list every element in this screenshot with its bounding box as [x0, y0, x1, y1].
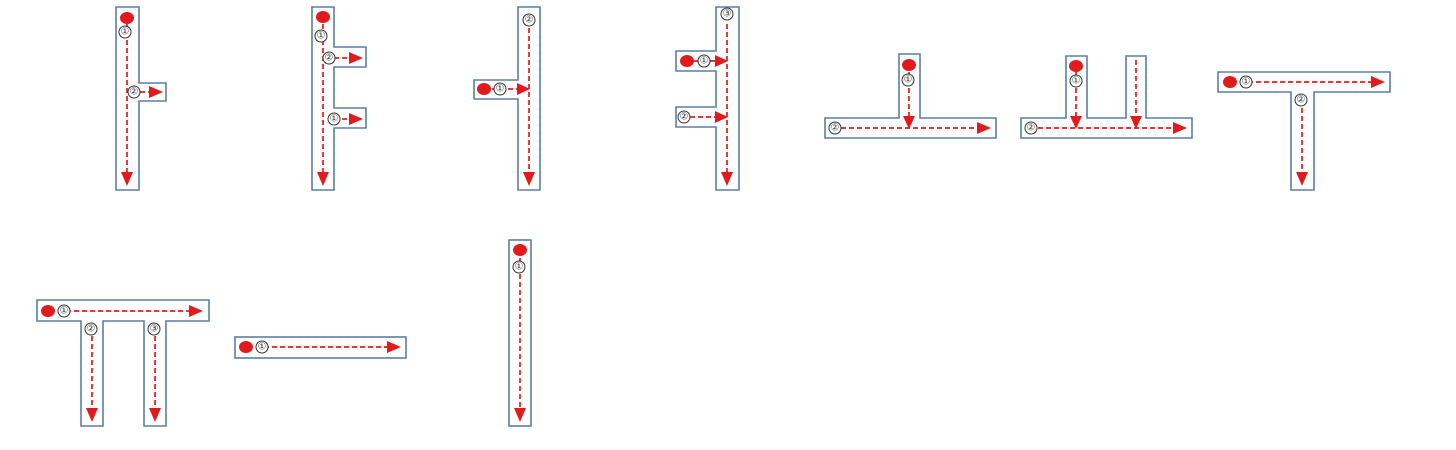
- arrowhead-icon: [387, 341, 401, 353]
- arrowhead-icon: [149, 86, 163, 98]
- step-label: ②: [1024, 121, 1038, 135]
- start-dot-icon: [902, 59, 916, 71]
- step-label: ②: [322, 51, 336, 65]
- start-dot-icon: [477, 83, 491, 95]
- pattern-outline: [36, 299, 210, 427]
- arrowhead-icon: [517, 83, 530, 95]
- arrowhead-icon: [1070, 116, 1082, 129]
- step-label: ①: [314, 29, 328, 43]
- step-label: ②: [84, 322, 98, 336]
- start-dot-icon: [316, 11, 330, 23]
- pattern-outline: [824, 53, 997, 139]
- step-label: ①: [697, 54, 711, 68]
- pattern-horizontal-bar: ①: [234, 336, 407, 359]
- pattern-pi-shape: ① ② ③: [36, 299, 210, 427]
- pattern-inverted-t: ① ②: [824, 53, 997, 139]
- arrowhead-icon: [349, 52, 363, 64]
- start-dot-icon: [41, 305, 55, 317]
- svg-text:①: ①: [317, 31, 326, 42]
- step-label: ①: [118, 25, 132, 39]
- svg-text:②: ②: [1297, 95, 1306, 106]
- arrowhead-icon: [977, 122, 991, 134]
- svg-text:①: ①: [1242, 77, 1251, 88]
- step-label: ②: [127, 85, 141, 99]
- svg-text:①: ①: [496, 84, 505, 95]
- svg-text:①: ①: [60, 306, 69, 317]
- arrowhead-icon: [514, 408, 526, 422]
- pattern-outline: [1020, 55, 1193, 139]
- pattern-outline: [473, 6, 541, 191]
- arrowhead-icon: [1296, 172, 1308, 186]
- pattern-outline: [1217, 71, 1391, 191]
- arrowhead-icon: [523, 172, 535, 186]
- arrowhead-icon: [86, 408, 98, 422]
- start-dot-icon: [513, 244, 527, 256]
- start-dot-icon: [680, 55, 694, 67]
- arrowhead-icon: [715, 111, 728, 123]
- svg-text:①: ①: [904, 75, 913, 86]
- arrowhead-icon: [1371, 76, 1385, 88]
- step-label: ②: [1294, 93, 1308, 107]
- arrowhead-icon: [121, 172, 133, 186]
- svg-text:②: ②: [325, 53, 334, 64]
- svg-text:①: ①: [700, 56, 709, 67]
- arrowhead-icon: [149, 408, 161, 422]
- arrowhead-icon: [1130, 116, 1142, 129]
- arrowhead-icon: [317, 172, 329, 186]
- step-label: ①: [493, 82, 507, 96]
- svg-text:①: ①: [121, 27, 130, 38]
- start-dot-icon: [1069, 60, 1083, 72]
- step-label: ①: [327, 112, 341, 126]
- arrowhead-icon: [349, 113, 363, 125]
- svg-text:①: ①: [258, 342, 267, 353]
- pattern-vertical-with-right-branch: ① ②: [115, 6, 167, 191]
- pattern-vertical-with-left-entry: ② ①: [473, 6, 541, 191]
- pattern-vertical-with-two-right-branches: ① ② ①: [311, 6, 367, 191]
- svg-text:③: ③: [723, 9, 732, 20]
- step-label: ①: [512, 260, 526, 274]
- step-label: ①: [1239, 75, 1253, 89]
- pattern-vertical-bar: ①: [508, 239, 532, 427]
- svg-text:②: ②: [1027, 123, 1036, 134]
- start-dot-icon: [239, 341, 253, 353]
- arrowhead-icon: [721, 172, 733, 186]
- svg-text:①: ①: [1072, 76, 1081, 87]
- arrowhead-icon: [1173, 122, 1187, 134]
- step-label: ②: [677, 110, 691, 124]
- step-label: ①: [1069, 74, 1083, 88]
- start-dot-icon: [1223, 76, 1237, 88]
- arrowhead-icon: [715, 55, 728, 67]
- svg-text:①: ①: [515, 262, 524, 273]
- svg-text:③: ③: [150, 324, 159, 335]
- step-label: ①: [255, 340, 269, 354]
- step-label: ②: [828, 121, 842, 135]
- arrowhead-icon: [189, 305, 203, 317]
- step-label: ②: [522, 13, 536, 27]
- pattern-vertical-with-two-left-entries: ③ ① ②: [675, 6, 740, 191]
- step-label: ①: [57, 304, 71, 318]
- svg-text:②: ②: [87, 324, 96, 335]
- step-label: ①: [901, 73, 915, 87]
- pattern-double-inverted-t: ① ②: [1020, 55, 1193, 139]
- pattern-t-shape: ① ②: [1217, 71, 1391, 191]
- svg-text:②: ②: [831, 123, 840, 134]
- start-dot-icon: [120, 12, 134, 24]
- svg-text:②: ②: [130, 87, 139, 98]
- arrowhead-icon: [903, 116, 915, 129]
- pattern-outline: [675, 6, 740, 191]
- svg-text:②: ②: [680, 112, 689, 123]
- svg-text:①: ①: [330, 114, 339, 125]
- step-label: ③: [147, 322, 161, 336]
- svg-text:②: ②: [525, 15, 534, 26]
- pattern-outline: [115, 6, 167, 191]
- step-label: ③: [720, 7, 734, 21]
